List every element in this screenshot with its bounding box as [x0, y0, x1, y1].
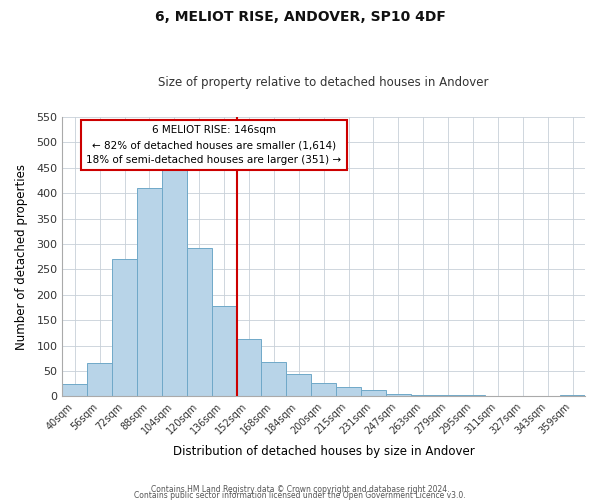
Bar [236, 339, 262, 396]
Bar [162, 166, 187, 396]
Bar [87, 364, 112, 396]
Bar [361, 390, 386, 396]
Bar [62, 384, 87, 396]
Text: 6 MELIOT RISE: 146sqm
← 82% of detached houses are smaller (1,614)
18% of semi-d: 6 MELIOT RISE: 146sqm ← 82% of detached … [86, 126, 341, 165]
Text: Contains HM Land Registry data © Crown copyright and database right 2024.: Contains HM Land Registry data © Crown c… [151, 484, 449, 494]
Bar [212, 306, 236, 396]
Bar [386, 394, 411, 396]
Bar [286, 374, 311, 396]
Bar [311, 382, 336, 396]
Bar [187, 248, 212, 396]
Bar [112, 260, 137, 396]
Y-axis label: Number of detached properties: Number of detached properties [15, 164, 28, 350]
Bar [137, 188, 162, 396]
X-axis label: Distribution of detached houses by size in Andover: Distribution of detached houses by size … [173, 444, 475, 458]
Text: 6, MELIOT RISE, ANDOVER, SP10 4DF: 6, MELIOT RISE, ANDOVER, SP10 4DF [155, 10, 445, 24]
Bar [262, 362, 286, 396]
Title: Size of property relative to detached houses in Andover: Size of property relative to detached ho… [158, 76, 489, 90]
Bar [411, 395, 436, 396]
Bar [336, 388, 361, 396]
Text: Contains public sector information licensed under the Open Government Licence v3: Contains public sector information licen… [134, 490, 466, 500]
